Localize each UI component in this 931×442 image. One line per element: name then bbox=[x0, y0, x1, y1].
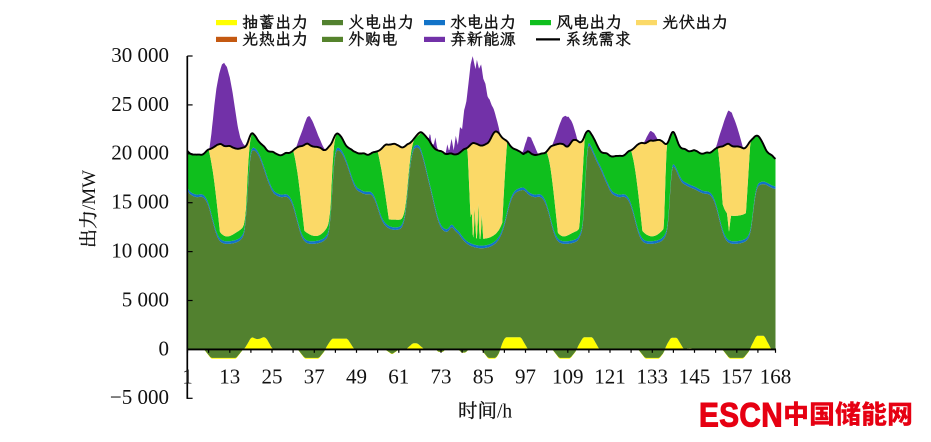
svg-text:/h: /h bbox=[497, 402, 512, 423]
svg-text:30 000: 30 000 bbox=[111, 43, 169, 67]
svg-text:37: 37 bbox=[304, 365, 325, 389]
svg-text:25: 25 bbox=[262, 365, 283, 389]
svg-text:97: 97 bbox=[515, 365, 536, 389]
svg-text:168: 168 bbox=[760, 365, 792, 389]
svg-text:1: 1 bbox=[182, 365, 193, 389]
svg-text:ESCN: ESCN bbox=[699, 395, 783, 434]
svg-text:25 000: 25 000 bbox=[111, 92, 169, 116]
svg-text:157: 157 bbox=[721, 365, 753, 389]
svg-text:121: 121 bbox=[594, 365, 626, 389]
svg-text:73: 73 bbox=[431, 365, 452, 389]
svg-text:13: 13 bbox=[219, 365, 240, 389]
svg-text:85: 85 bbox=[473, 365, 494, 389]
svg-text:−5 000: −5 000 bbox=[110, 385, 169, 409]
svg-text:20 000: 20 000 bbox=[111, 141, 169, 165]
svg-text:15 000: 15 000 bbox=[111, 190, 169, 214]
svg-text:0: 0 bbox=[159, 336, 170, 360]
svg-text:/MW: /MW bbox=[79, 170, 100, 210]
svg-text:109: 109 bbox=[552, 365, 584, 389]
svg-text:10 000: 10 000 bbox=[111, 239, 169, 263]
svg-text:5 000: 5 000 bbox=[122, 287, 169, 311]
svg-text:61: 61 bbox=[388, 365, 409, 389]
svg-text:145: 145 bbox=[679, 365, 711, 389]
svg-text:133: 133 bbox=[637, 365, 669, 389]
svg-text:49: 49 bbox=[346, 365, 367, 389]
